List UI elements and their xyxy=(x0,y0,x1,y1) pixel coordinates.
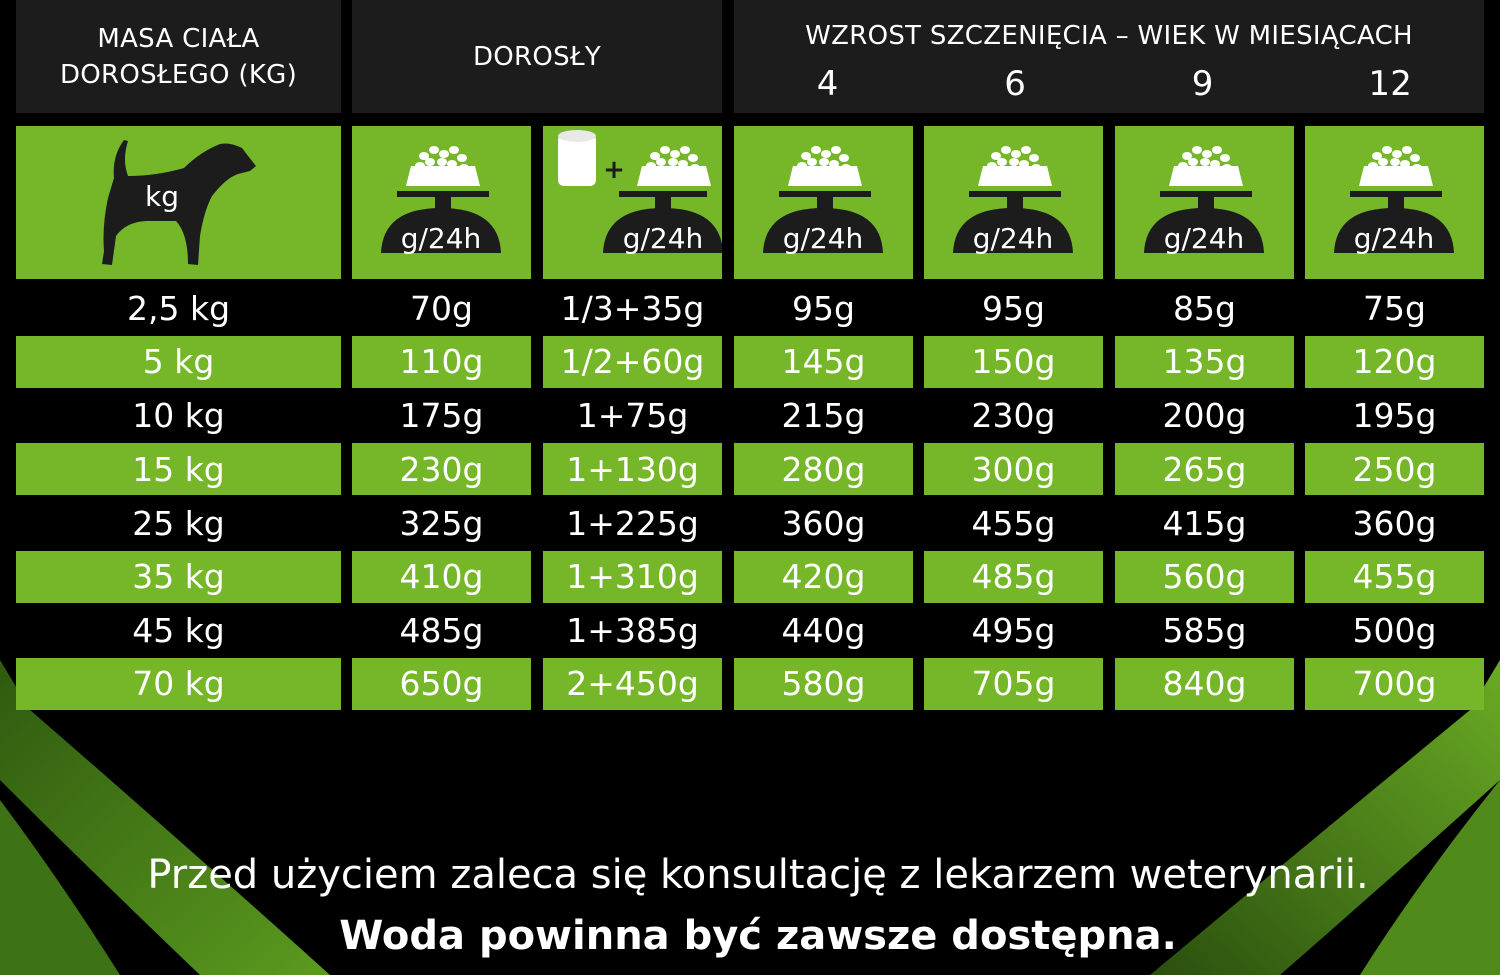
cell-puppy-6m: 230g xyxy=(971,396,1056,436)
table-row: 15 kg 230g 1+130g 280g 300g 265g 250g xyxy=(0,443,1500,496)
table-row: 25 kg 325g 1+225g 360g 455g 415g 360g xyxy=(0,497,1500,550)
cell-body-mass: 5 kg xyxy=(16,335,341,388)
g-per-24h-label: g/24h xyxy=(401,222,482,255)
cell-puppy-12m: 120g xyxy=(1305,335,1484,388)
dog-silhouette-icon: kg xyxy=(102,140,256,265)
cell-adult: 410g xyxy=(352,550,531,603)
cell-adult: 70g xyxy=(410,289,473,328)
cell-puppy-4m: 215g xyxy=(781,396,866,436)
cell-puppy-9m: 200g xyxy=(1162,396,1247,436)
cell-adult: 325g xyxy=(399,503,484,543)
cell-body-mass: 35 kg xyxy=(16,550,341,603)
g-per-24h-label: g/24h xyxy=(1354,222,1435,255)
cell-puppy-9m: 585g xyxy=(1162,611,1247,651)
cell-adult-wet-dry: 1/2+60g xyxy=(543,335,722,388)
dog-icon-cell: kg xyxy=(16,126,341,279)
consult-note: Przed użyciem zaleca się konsultację z l… xyxy=(147,852,1369,898)
cell-body-mass: 2,5 kg xyxy=(126,289,231,328)
bowl-scale-icon: g/24h xyxy=(924,126,1103,279)
age-6: 6 xyxy=(1004,64,1027,104)
cell-puppy-4m: 145g xyxy=(734,335,913,388)
cell-body-mass: 70 kg xyxy=(16,657,341,710)
cell-puppy-6m: 455g xyxy=(971,503,1056,543)
bowl-scale-icon: g/24h xyxy=(1115,126,1294,279)
cell-puppy-4m: 440g xyxy=(781,611,866,651)
cell-puppy-12m: 700g xyxy=(1305,657,1484,710)
cell-adult-wet-dry: 1+310g xyxy=(543,550,722,603)
cell-body-mass: 45 kg xyxy=(132,611,225,651)
table-row: 35 kg 410g 1+310g 420g 485g 560g 455g xyxy=(0,550,1500,604)
cell-body-mass: 25 kg xyxy=(132,503,225,543)
table-row: 45 kg 485g 1+385g 440g 495g 585g 500g xyxy=(0,604,1500,657)
cell-puppy-12m: 75g xyxy=(1363,289,1426,328)
cell-puppy-6m: 495g xyxy=(971,611,1056,651)
cell-body-mass: 10 kg xyxy=(132,396,225,436)
cell-puppy-9m: 560g xyxy=(1115,550,1294,603)
cell-puppy-9m: 265g xyxy=(1115,443,1294,496)
cell-puppy-4m: 95g xyxy=(792,289,855,328)
bowl-scale-icon: g/24h xyxy=(734,126,913,279)
header-puppy-growth: WZROST SZCZENIĘCIA – WIEK W MIESIĄCACH 4… xyxy=(734,0,1484,113)
plus-sign: + xyxy=(603,155,625,185)
bowl-scale-icon: g/24h xyxy=(1305,126,1484,279)
cell-puppy-4m: 420g xyxy=(734,550,913,603)
cell-puppy-12m: 195g xyxy=(1352,396,1437,436)
cell-puppy-6m: 485g xyxy=(924,550,1103,603)
header-body-mass: MASA CIAŁA DOROSŁEGO (KG) xyxy=(16,0,341,113)
cell-puppy-6m: 705g xyxy=(924,657,1103,710)
table-row: 10 kg 175g 1+75g 215g 230g 200g 195g xyxy=(0,389,1500,442)
cell-puppy-9m: 135g xyxy=(1115,335,1294,388)
cell-puppy-9m: 840g xyxy=(1115,657,1294,710)
cell-puppy-12m: 360g xyxy=(1352,503,1437,543)
cell-adult: 650g xyxy=(352,657,531,710)
cell-adult-wet-dry: 1+130g xyxy=(543,443,722,496)
puppy-growth-title: WZROST SZCZENIĘCIA – WIEK W MIESIĄCACH xyxy=(805,21,1413,51)
cell-puppy-4m: 280g xyxy=(734,443,913,496)
cell-puppy-12m: 250g xyxy=(1305,443,1484,496)
cell-adult: 175g xyxy=(399,396,484,436)
cell-adult-wet-dry: 1+385g xyxy=(566,611,699,651)
cell-adult-wet-dry: 1+225g xyxy=(566,503,699,543)
cell-puppy-9m: 415g xyxy=(1162,503,1247,543)
cell-puppy-4m: 360g xyxy=(781,503,866,543)
cell-puppy-4m: 580g xyxy=(734,657,913,710)
table-row: 70 kg 650g 2+450g 580g 705g 840g 700g xyxy=(0,657,1500,711)
cell-adult: 110g xyxy=(352,335,531,388)
cell-puppy-12m: 455g xyxy=(1305,550,1484,603)
g-per-24h-label: g/24h xyxy=(1164,222,1245,255)
cell-adult-wet-dry: 1+75g xyxy=(576,396,689,436)
cell-adult-wet-dry: 1/3+35g xyxy=(560,289,705,328)
water-note: Woda powinna być zawsze dostępna. xyxy=(339,913,1177,959)
cell-adult: 230g xyxy=(352,443,531,496)
table-row: 5 kg 110g 1/2+60g 145g 150g 135g 120g xyxy=(0,335,1500,389)
g-per-24h-label: g/24h xyxy=(623,222,704,255)
table-row: 2,5 kg 70g 1/3+35g 95g 95g 85g 75g xyxy=(0,282,1500,335)
can-plus-bowl-scale-icon: g/24h xyxy=(352,126,531,279)
header-adult: DOROSŁY xyxy=(352,0,722,113)
cell-adult: 485g xyxy=(399,611,484,651)
g-per-24h-label: g/24h xyxy=(783,222,864,255)
cell-puppy-6m: 300g xyxy=(924,443,1103,496)
cell-puppy-6m: 95g xyxy=(982,289,1045,328)
cell-body-mass: 15 kg xyxy=(16,443,341,496)
can-icon xyxy=(558,134,596,186)
age-9: 9 xyxy=(1191,64,1214,104)
dog-kg-label: kg xyxy=(145,180,179,213)
cell-puppy-9m: 85g xyxy=(1173,289,1236,328)
cell-puppy-6m: 150g xyxy=(924,335,1103,388)
cell-adult-wet-dry: 2+450g xyxy=(543,657,722,710)
age-12: 12 xyxy=(1368,64,1413,104)
bowl-scale-icon: + g/24h xyxy=(543,126,723,279)
age-4: 4 xyxy=(816,64,839,104)
g-per-24h-label: g/24h xyxy=(973,222,1054,255)
cell-puppy-12m: 500g xyxy=(1352,611,1437,651)
